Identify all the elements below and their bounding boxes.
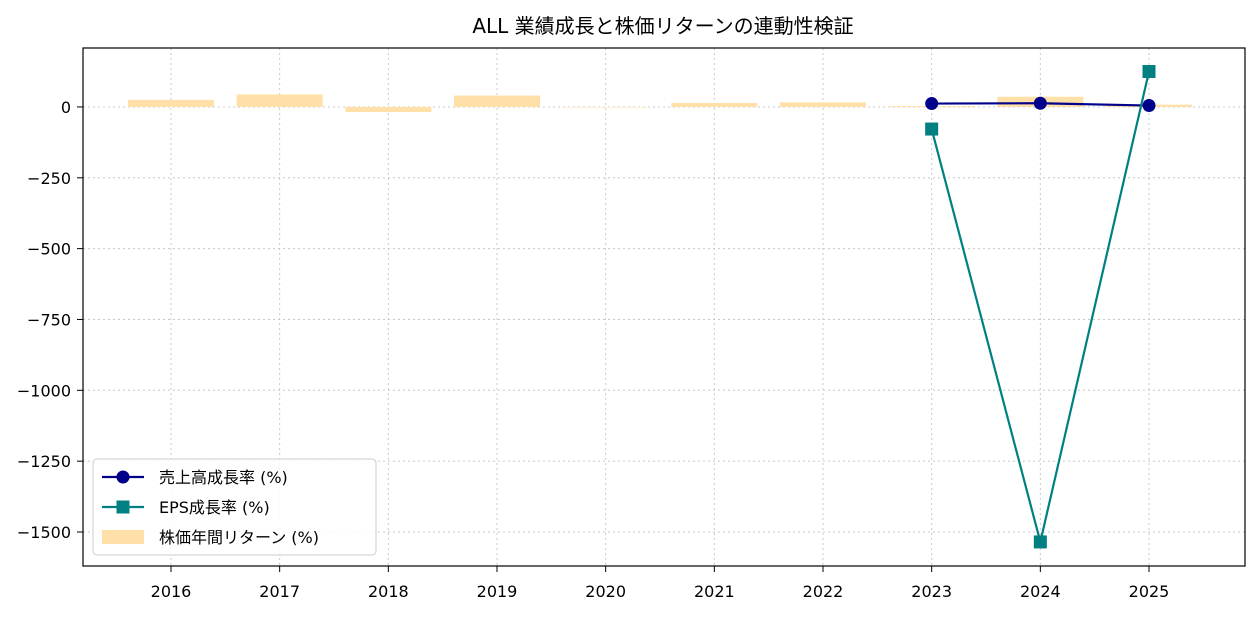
x-tick-label: 2022 xyxy=(803,582,844,601)
x-tick-label: 2020 xyxy=(585,582,626,601)
chart-title: ALL 業績成長と株価リターンの連動性検証 xyxy=(472,14,853,38)
data-point-circle xyxy=(925,97,939,111)
bar-2020 xyxy=(562,106,649,108)
y-tick-label: −1250 xyxy=(17,452,71,471)
legend-label: 売上高成長率 (%) xyxy=(159,468,288,487)
y-tick-label: −500 xyxy=(27,240,71,259)
series-line-2 xyxy=(930,71,1151,543)
y-tick-label: −1500 xyxy=(17,523,71,542)
x-tick-label: 2025 xyxy=(1129,582,1170,601)
data-point-square xyxy=(1142,65,1156,79)
legend-label: EPS成長率 (%) xyxy=(159,498,270,517)
legend: 売上高成長率 (%) EPS成長率 (%) 株価年間リターン (%) xyxy=(92,458,377,556)
bar-2016 xyxy=(128,99,214,107)
x-tick-label: 2023 xyxy=(911,582,952,601)
legend-marker-square xyxy=(116,500,130,514)
legend-marker-circle xyxy=(116,470,130,484)
legend-swatch-bar xyxy=(102,530,144,544)
y-tick-label: −750 xyxy=(27,310,71,329)
x-tick-label: 2017 xyxy=(259,582,300,601)
y-tick-label: −250 xyxy=(27,169,71,188)
data-point-circle xyxy=(1033,96,1047,110)
plot-area-frame xyxy=(82,47,1246,567)
x-tick-label: 2018 xyxy=(368,582,409,601)
line-series xyxy=(925,65,1156,549)
axes: 2016 2017 2018 2019 2020 2021 2022 2023 2024 2025… xyxy=(17,98,1169,601)
bar-2017 xyxy=(236,94,323,107)
data-point-square xyxy=(1033,535,1047,549)
bar-2018 xyxy=(345,106,432,113)
x-tick-label: 2024 xyxy=(1020,582,1061,601)
x-tick-label: 2021 xyxy=(694,582,735,601)
bar-2019 xyxy=(454,95,540,107)
y-tick-label: −1000 xyxy=(17,381,71,400)
x-tick-label: 2016 xyxy=(151,582,192,601)
bar-2021 xyxy=(671,102,758,107)
legend-label: 株価年間リターン (%) xyxy=(159,528,319,547)
legend-box xyxy=(92,458,377,556)
y-tick-label: 0 xyxy=(61,98,71,117)
bar-2022 xyxy=(780,102,866,107)
data-point-circle xyxy=(1142,99,1156,113)
x-tick-label: 2019 xyxy=(477,582,518,601)
data-point-square xyxy=(925,122,939,136)
